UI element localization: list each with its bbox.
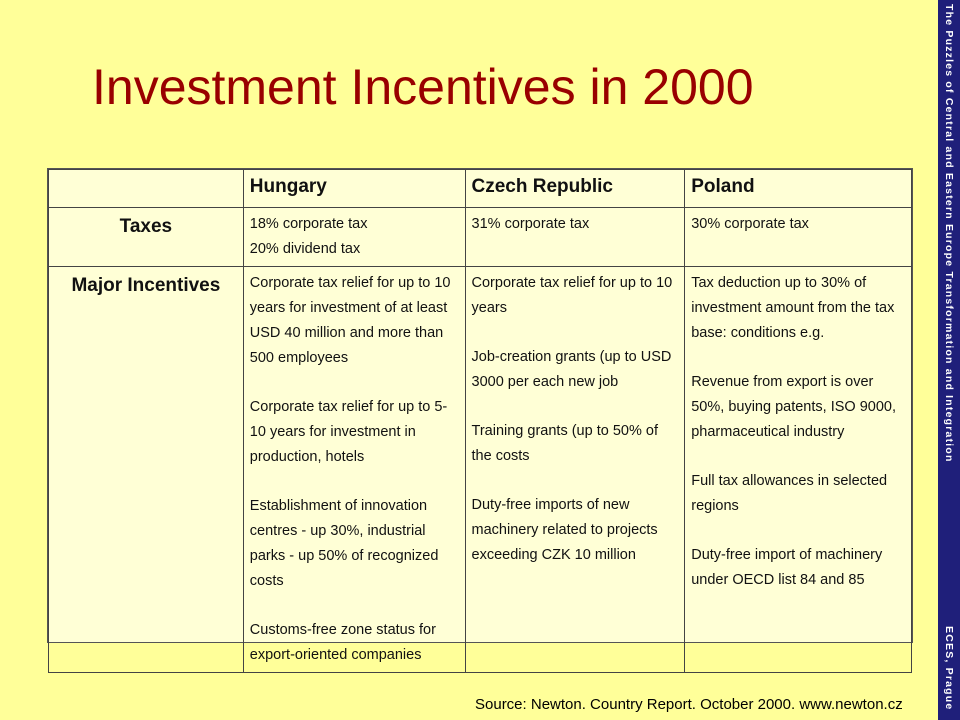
cell-text: 30% corporate tax — [691, 216, 809, 232]
incentive-item: Corporate tax relief for up to 5-10 year… — [249, 399, 448, 465]
incentive-item: Revenue from export is over 50%, buying … — [691, 374, 896, 440]
incentive-item: Corporate tax relief for up to 10 years — [471, 275, 673, 316]
sidebar-course-title: The Puzzles of Central and Eastern Europ… — [943, 4, 955, 463]
cell-text: 31% corporate tax — [471, 216, 590, 232]
incentives-poland: Tax deduction up to 30% of investment am… — [684, 266, 912, 673]
row-label-taxes: Taxes — [48, 207, 244, 267]
slide-title: Investment Incentives in 2000 — [92, 59, 754, 115]
cell-text: 18% corporate tax 20% dividend tax — [249, 216, 368, 257]
incentive-item: Duty-free import of machinery under OECD… — [691, 547, 883, 588]
taxes-hungary: 18% corporate tax 20% dividend tax — [242, 207, 466, 267]
incentive-item: Tax deduction up to 30% of investment am… — [691, 275, 895, 341]
table-row-taxes: Taxes 18% corporate tax 20% dividend tax… — [48, 207, 912, 267]
incentives-table: Hungary Czech Republic Poland Taxes 18% … — [47, 168, 913, 673]
taxes-poland: 30% corporate tax — [684, 207, 912, 267]
incentives-czech-republic: Corporate tax relief for up to 10 years … — [464, 266, 686, 673]
taxes-czech-republic: 31% corporate tax — [464, 207, 686, 267]
incentive-item: Training grants (up to 50% of the costs — [471, 423, 658, 464]
incentive-item: Customs-free zone status for export-orie… — [249, 622, 436, 663]
incentive-item: Corporate tax relief for up to 10 years … — [249, 275, 451, 366]
source-citation: Source: Newton. Country Report. October … — [475, 696, 903, 713]
incentive-item: Job-creation grants (up to USD 3000 per … — [471, 349, 672, 390]
header-corner-cell — [48, 169, 244, 208]
table-header-row: Hungary Czech Republic Poland — [48, 169, 912, 208]
header-czech-republic: Czech Republic — [464, 169, 686, 208]
header-poland: Poland — [684, 169, 912, 208]
sidebar-banner: The Puzzles of Central and Eastern Europ… — [938, 0, 960, 720]
header-hungary: Hungary — [242, 169, 466, 208]
sidebar-institution: ECES, Prague — [943, 626, 955, 711]
row-label-major-incentives: Major Incentives — [48, 266, 244, 673]
incentive-item: Establishment of innovation centres - up… — [249, 498, 439, 589]
incentives-hungary: Corporate tax relief for up to 10 years … — [242, 266, 466, 673]
incentive-item: Full tax allowances in selected regions — [691, 473, 888, 514]
incentive-item: Duty-free imports of new machinery relat… — [471, 497, 658, 563]
table-row-major-incentives: Major Incentives Corporate tax relief fo… — [48, 266, 912, 673]
